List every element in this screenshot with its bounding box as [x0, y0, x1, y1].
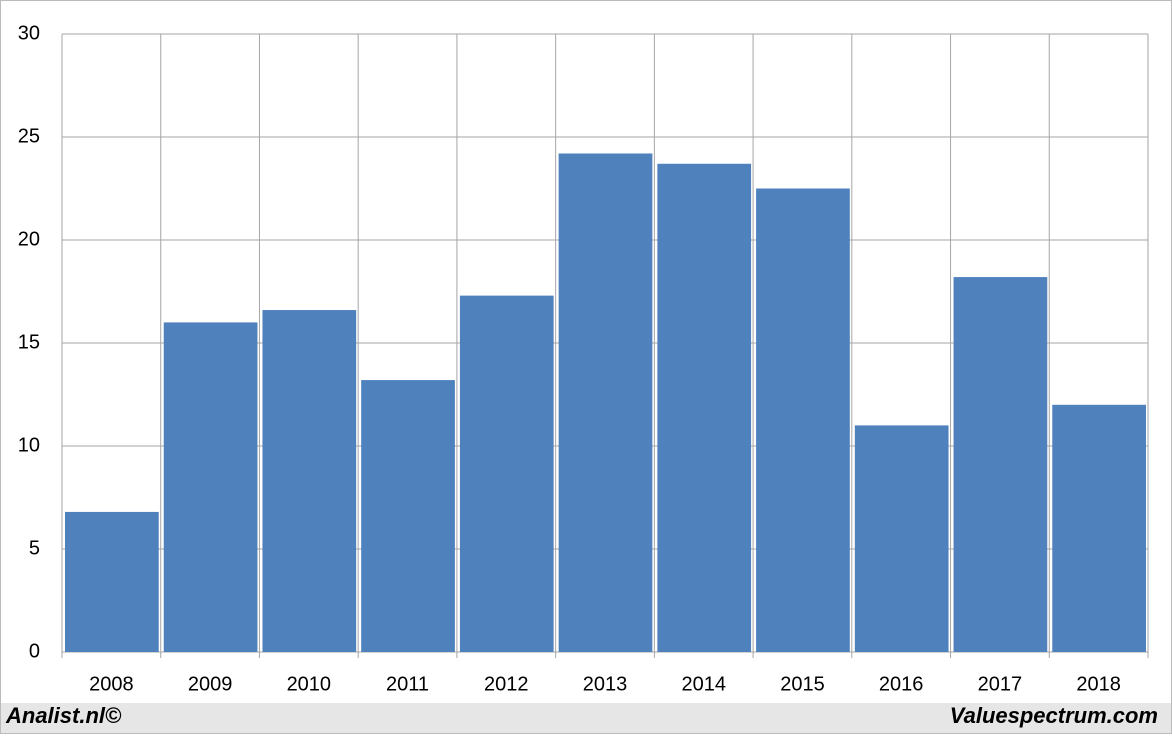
- bar: [1052, 404, 1146, 652]
- bar: [65, 511, 159, 652]
- bar: [459, 295, 554, 652]
- bar: [361, 380, 455, 652]
- footer-right: Valuespectrum.com: [950, 703, 1158, 728]
- y-tick-label: 10: [18, 434, 40, 456]
- y-tick-label: 20: [18, 228, 40, 250]
- bar: [262, 310, 357, 652]
- x-tick-label: 2013: [583, 673, 628, 695]
- y-tick-label: 5: [29, 537, 40, 559]
- bar: [953, 277, 1048, 652]
- y-tick-label: 30: [18, 22, 40, 44]
- bar: [163, 322, 258, 652]
- x-tick-label: 2012: [484, 673, 529, 695]
- x-tick-label: 2014: [681, 673, 726, 695]
- x-tick-label: 2009: [188, 673, 233, 695]
- footer-left: Analist.nl©: [5, 703, 122, 728]
- y-tick-label: 15: [18, 331, 40, 353]
- x-tick-label: 2018: [1076, 673, 1121, 695]
- x-tick-label: 2008: [89, 673, 134, 695]
- footer-strip: [1, 703, 1171, 733]
- x-tick-label: 2015: [780, 673, 825, 695]
- bar: [854, 425, 949, 652]
- x-tick-label: 2017: [978, 673, 1023, 695]
- x-tick-label: 2011: [386, 673, 429, 695]
- bar: [558, 153, 653, 653]
- x-tick-label: 2016: [879, 673, 924, 695]
- y-tick-label: 25: [18, 125, 40, 147]
- bar: [756, 188, 850, 652]
- x-tick-label: 2010: [287, 673, 332, 695]
- bar: [657, 163, 752, 652]
- y-tick-label: 0: [29, 640, 40, 662]
